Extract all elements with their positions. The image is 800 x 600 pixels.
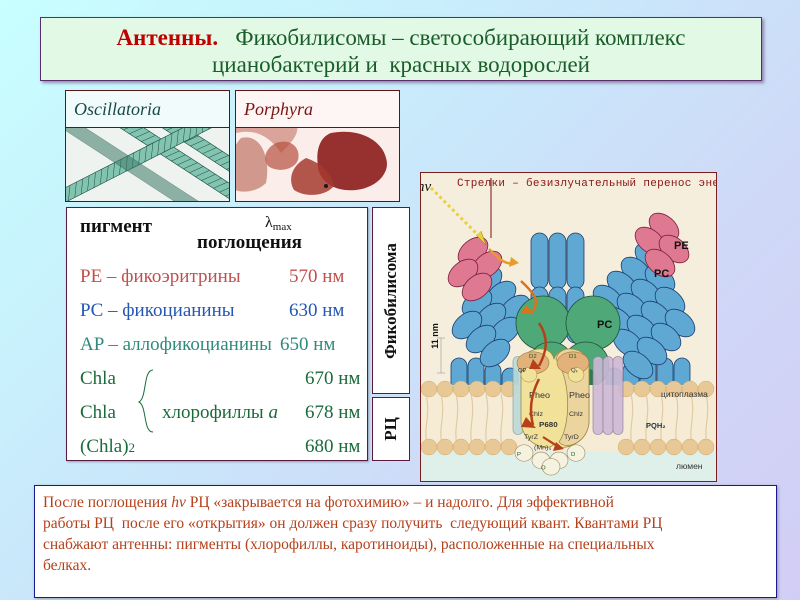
svg-text:TyrZ: TyrZ (524, 434, 538, 441)
svg-text:Pheo: Pheo (569, 390, 590, 400)
svg-text:P: P (517, 452, 521, 458)
svg-text:P680: P680 (539, 421, 558, 430)
svg-text:D: D (571, 452, 575, 458)
svg-text:цитоплазма: цитоплазма (661, 389, 708, 399)
svg-text:(Mn)₄: (Mn)₄ (534, 445, 551, 452)
svg-text:O: O (541, 466, 546, 472)
svg-text:PC: PC (597, 319, 612, 331)
svg-text:D2: D2 (529, 354, 537, 360)
svg-text:TyrD: TyrD (564, 434, 579, 441)
svg-text:люмен: люмен (676, 461, 703, 471)
svg-text:PE: PE (674, 240, 689, 252)
svg-text:PQH₂: PQH₂ (646, 421, 666, 430)
svg-text:Q⃇: Q⃇ (518, 367, 527, 374)
svg-text:D1: D1 (569, 354, 577, 360)
svg-text:Qₖ: Qₖ (571, 368, 579, 374)
svg-text:Chlz: Chlz (569, 411, 584, 418)
svg-text:PC: PC (654, 268, 669, 280)
svg-text:11 nm: 11 nm (430, 323, 440, 349)
